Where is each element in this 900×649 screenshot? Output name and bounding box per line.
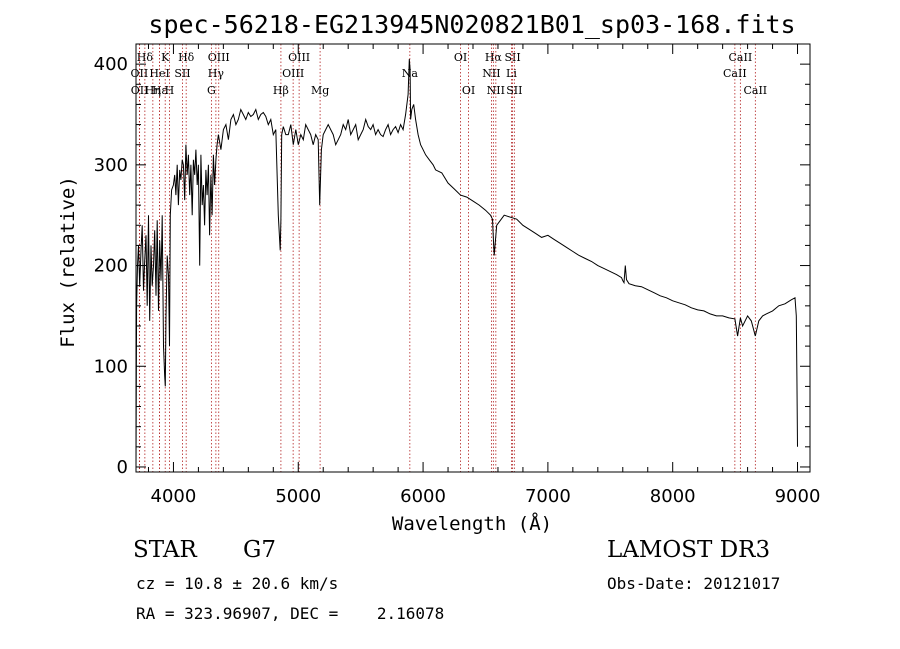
y-tick-label-3: 300 (94, 155, 128, 176)
x-tick-label-5: 9000 (775, 486, 821, 507)
x-axis: 4000 5000 6000 7000 8000 9000 (147, 44, 821, 507)
object-subclass: G7 (243, 537, 277, 563)
line-label-18: OI (454, 51, 467, 64)
line-label-0: Hδ (137, 51, 154, 64)
x-tick-label-4: 8000 (650, 486, 696, 507)
line-label-23: SII (504, 51, 520, 64)
y-axis-label: Flux (relative) (57, 176, 79, 348)
x-tick-label-0: 4000 (151, 486, 197, 507)
y-tick-label-1: 100 (94, 356, 128, 377)
line-label-24: Li (506, 67, 517, 80)
line-label-8: Hδ (178, 51, 195, 64)
plot-frame (135, 43, 811, 473)
line-label-6: Hη (145, 84, 161, 97)
y-axis: 0 100 200 300 400 (94, 54, 810, 478)
line-label-21: NII (482, 67, 500, 80)
coordinates: RA = 323.96907, DEC = 2.16078 (136, 604, 445, 623)
line-label-20: Hα (485, 51, 503, 64)
y-tick-label-0: 0 (117, 457, 128, 478)
line-label-4: HeI (149, 67, 169, 80)
line-label-10: OIII (208, 51, 230, 64)
line-label-16: Mg (311, 84, 329, 97)
line-label-26: CaII (729, 51, 753, 64)
line-label-2: OII (131, 84, 149, 97)
line-label-9: SII (174, 67, 190, 80)
line-label-11: Hγ (208, 67, 225, 80)
line-label-28: CaII (743, 84, 767, 97)
line-label-7: H (165, 84, 175, 97)
y-tick-label-2: 200 (94, 256, 128, 277)
chart-title: spec-56218-EG213945N020821B01_sp03-168.f… (148, 10, 795, 39)
spectrum-line (135, 59, 798, 468)
x-tick-label-3: 7000 (525, 486, 571, 507)
cz-value: cz = 10.8 ± 20.6 km/s (136, 574, 339, 593)
survey-name: LAMOST DR3 (607, 537, 771, 563)
object-class: STAR (133, 537, 197, 563)
line-label-19: OI (462, 84, 475, 97)
obs-date: Obs-Date: 20121017 (607, 574, 781, 593)
line-label-22: NII (487, 84, 505, 97)
line-label-15: OIII (282, 67, 304, 80)
y-tick-label-4: 400 (94, 54, 128, 75)
line-label-13: Hβ (273, 84, 289, 97)
line-label-12: G (207, 84, 216, 97)
line-label-14: OIII (288, 51, 310, 64)
x-axis-label: Wavelength (Å) (392, 512, 552, 535)
line-label-25: SII (506, 84, 522, 97)
x-tick-label-2: 6000 (400, 486, 446, 507)
line-label-5: K (161, 51, 170, 64)
line-label-27: CaII (723, 67, 747, 80)
x-tick-label-1: 5000 (275, 486, 321, 507)
